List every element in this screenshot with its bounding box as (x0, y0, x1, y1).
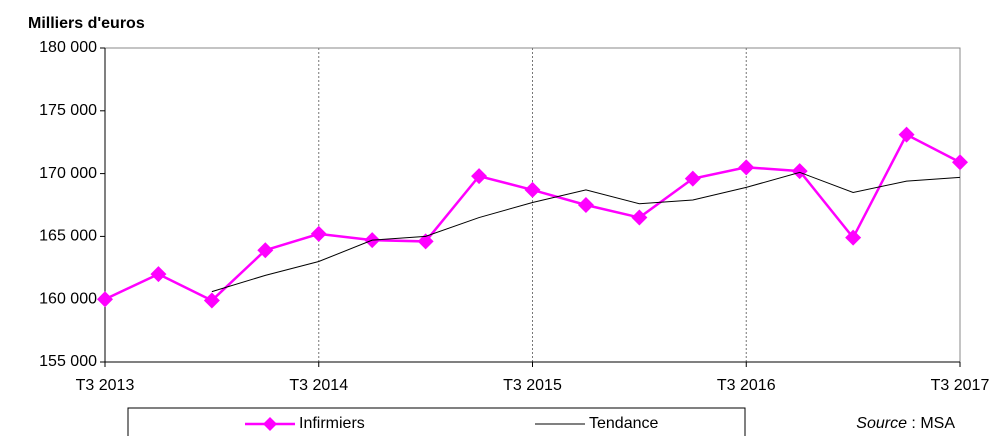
point-marker (257, 242, 274, 259)
point-marker (471, 168, 488, 185)
point-marker (417, 233, 434, 250)
point-marker (791, 163, 808, 180)
x-tick-label: T3 2013 (76, 377, 135, 394)
y-axis-title: Milliers d'euros (28, 15, 145, 32)
y-tick-label: 175 000 (39, 102, 97, 119)
point-marker (150, 266, 167, 283)
point-marker (631, 209, 648, 226)
point-marker (524, 181, 541, 198)
x-tick-label: T3 2017 (931, 377, 990, 394)
legend-label: Tendance (589, 415, 658, 432)
y-tick-label: 165 000 (39, 228, 97, 245)
x-tick-label: T3 2016 (717, 377, 776, 394)
y-tick-label: 160 000 (39, 290, 97, 307)
series-line (211, 171, 961, 293)
y-tick-label: 180 000 (39, 39, 97, 56)
x-tick-label: T3 2014 (289, 377, 348, 394)
y-tick-label: 170 000 (39, 165, 97, 182)
y-tick-label: 155 000 (39, 353, 97, 370)
point-marker (684, 170, 701, 187)
point-marker (738, 159, 755, 176)
source-text: : MSA (907, 415, 955, 432)
legend-box (127, 407, 746, 436)
point-marker (952, 154, 968, 171)
point-marker (898, 126, 915, 143)
point-marker (310, 225, 327, 242)
source-label: Source (856, 415, 907, 432)
point-marker (577, 197, 594, 213)
point-marker (845, 229, 862, 246)
point-marker (97, 291, 113, 308)
source: Source : MSA (856, 415, 955, 432)
legend-marker (263, 417, 277, 431)
x-tick-label: T3 2015 (503, 377, 562, 394)
legend-label: Infirmiers (299, 415, 365, 432)
point-marker (203, 292, 220, 309)
